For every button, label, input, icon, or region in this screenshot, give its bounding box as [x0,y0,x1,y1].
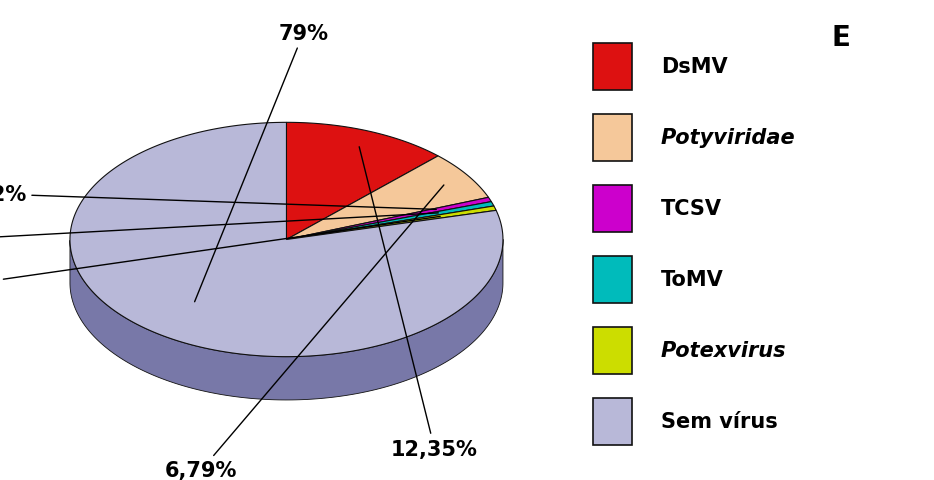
Polygon shape [287,206,496,240]
Bar [593,114,632,162]
Bar [593,185,632,233]
Polygon shape [70,240,502,400]
Polygon shape [70,123,502,357]
Bar [593,397,632,445]
Text: 0,62%: 0,62% [0,184,436,210]
Text: 79%: 79% [194,24,329,302]
Polygon shape [287,202,494,240]
Text: Sem vírus: Sem vírus [660,411,777,432]
Text: 6,79%: 6,79% [164,186,444,480]
Polygon shape [287,198,491,240]
Bar [593,327,632,374]
Text: Potexvirus: Potexvirus [660,341,786,360]
Text: 0,62%: 0,62% [0,217,440,296]
Polygon shape [287,156,488,240]
Text: 12,35%: 12,35% [360,147,478,459]
Polygon shape [287,123,438,240]
Text: DsMV: DsMV [660,57,728,77]
Text: TCSV: TCSV [660,199,722,219]
Bar [593,256,632,303]
Bar [593,44,632,91]
Text: 0,62%: 0,62% [0,214,438,250]
Text: ToMV: ToMV [660,270,724,290]
Text: Potyviridae: Potyviridae [660,128,796,148]
Text: E: E [831,24,850,52]
